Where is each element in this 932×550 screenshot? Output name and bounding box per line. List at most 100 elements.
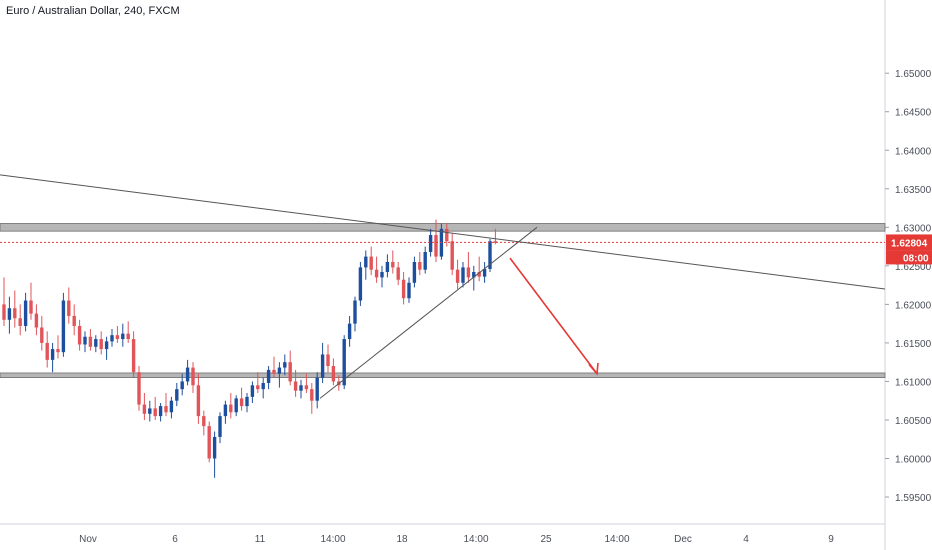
candle-body xyxy=(13,308,17,319)
candle-body xyxy=(299,385,303,391)
candle-body xyxy=(261,382,265,390)
x-tick-label: Nov xyxy=(79,534,97,545)
candle-body xyxy=(18,318,22,326)
candle-body xyxy=(412,262,417,283)
candle-body xyxy=(61,300,66,353)
candle-body xyxy=(461,267,465,283)
candle-body xyxy=(34,313,39,328)
x-tick-label: Dec xyxy=(674,534,692,545)
candle-body xyxy=(83,336,87,345)
x-tick-label: 11 xyxy=(255,534,266,545)
candle-body xyxy=(401,279,406,299)
candle-body xyxy=(445,228,449,242)
candle-body xyxy=(250,385,255,397)
candle-body xyxy=(342,339,346,386)
candle-body xyxy=(67,300,71,316)
candle-body xyxy=(283,362,287,368)
candle-body xyxy=(428,235,433,252)
y-tick-label: 1.61500 xyxy=(895,339,932,350)
candle-body xyxy=(385,262,390,273)
descending-trendline xyxy=(0,174,886,290)
candle-body xyxy=(423,251,427,270)
y-tick-label: 1.59500 xyxy=(895,493,932,504)
candle-body xyxy=(407,282,411,299)
y-tick-label: 1.60000 xyxy=(895,455,932,466)
y-tick-label: 1.62500 xyxy=(895,262,932,273)
x-tick-label: 6 xyxy=(172,534,178,545)
x-tick-label: 14:00 xyxy=(604,534,629,545)
candle-body xyxy=(158,406,163,417)
candle-body xyxy=(493,241,498,243)
candle-body xyxy=(369,256,373,270)
candle-body xyxy=(320,354,325,378)
candle-body xyxy=(207,426,211,459)
candles xyxy=(2,219,498,478)
candle-body xyxy=(234,398,238,413)
y-tick-label: 1.62000 xyxy=(895,300,932,311)
candle-body xyxy=(121,333,125,340)
candle-body xyxy=(315,377,319,401)
y-tick-label: 1.63500 xyxy=(895,185,932,196)
drawings xyxy=(0,174,886,399)
countdown-badge xyxy=(886,250,932,265)
candle-body xyxy=(396,267,400,280)
time-axis[interactable]: Nov 6 11 14:00 18 14:00 25 14:00 Dec 4 9 xyxy=(79,534,834,545)
y-tick-label: 1.64500 xyxy=(895,108,932,119)
candle-body xyxy=(266,369,271,383)
x-tick-label: 4 xyxy=(743,534,749,545)
candle-body xyxy=(418,262,422,270)
candle-body xyxy=(347,323,352,340)
candle-body xyxy=(23,300,28,326)
candle-body xyxy=(180,381,184,390)
last-price-badge xyxy=(886,234,932,251)
candle-body xyxy=(229,404,233,413)
candle-body xyxy=(310,389,314,401)
candle-body xyxy=(7,308,12,320)
candle-body xyxy=(272,369,276,374)
candle-body xyxy=(45,342,49,360)
candle-body xyxy=(477,272,481,277)
candle-body xyxy=(2,304,6,320)
x-tick-label: 14:00 xyxy=(320,534,345,545)
y-tick-label: 1.61000 xyxy=(895,377,932,388)
candle-body xyxy=(50,349,55,360)
candle-body xyxy=(29,300,33,314)
candle-body xyxy=(148,408,152,414)
candle-body xyxy=(169,400,174,413)
candle-body xyxy=(202,416,206,427)
candle-body xyxy=(223,404,228,417)
candle-body xyxy=(212,436,217,459)
candle-body xyxy=(358,267,363,301)
candle-body xyxy=(115,335,120,340)
candle-body xyxy=(218,416,222,437)
candle-body xyxy=(191,367,195,386)
candle-body xyxy=(364,256,368,268)
candle-body xyxy=(137,372,141,405)
y-tick-label: 1.60500 xyxy=(895,416,932,427)
projection-arrow xyxy=(509,257,598,375)
candle-body xyxy=(77,325,82,345)
candle-body xyxy=(326,354,330,367)
candle-body xyxy=(239,398,244,407)
y-tick-label: 1.65000 xyxy=(895,69,932,80)
arrow-head-icon xyxy=(588,362,599,376)
candle-body xyxy=(488,241,492,269)
candle-body xyxy=(482,268,487,277)
candle-body xyxy=(40,327,44,343)
candle-body xyxy=(353,300,357,324)
x-tick-label: 25 xyxy=(540,534,552,545)
x-tick-label: 18 xyxy=(396,534,408,545)
candle-body xyxy=(110,335,114,342)
candle-body xyxy=(245,396,249,407)
candle-body xyxy=(196,385,201,417)
candle-body xyxy=(288,362,292,382)
candle-body xyxy=(72,315,76,326)
symbol-title[interactable]: Euro / Australian Dollar, 240, FXCM xyxy=(6,5,180,17)
candle-body xyxy=(164,406,168,413)
last-price-label: 1.62804 xyxy=(891,238,928,249)
candle-body xyxy=(153,408,157,417)
candle-body xyxy=(472,272,476,278)
x-tick-label: 14:00 xyxy=(463,534,488,545)
